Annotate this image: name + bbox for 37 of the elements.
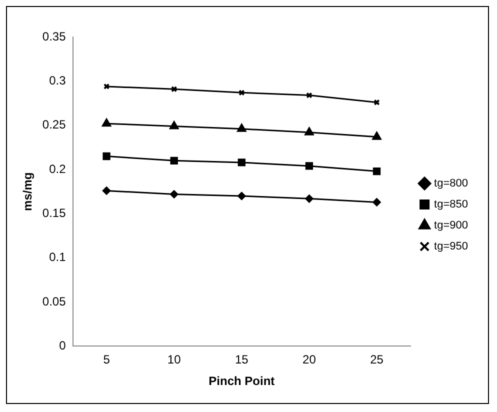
x-tick-label: 25 (370, 352, 384, 367)
point (170, 190, 178, 198)
legend-label: tg=850 (434, 198, 468, 211)
point (102, 152, 110, 160)
legend-label: tg=900 (434, 220, 468, 232)
y-tick-label: 0.35 (42, 29, 66, 44)
point (237, 124, 246, 132)
point (372, 167, 381, 176)
x-tick-label: 20 (302, 352, 316, 367)
y-tick-label: 0.1 (49, 250, 66, 264)
point (238, 90, 245, 96)
y-tick-label: 0.05 (42, 294, 66, 308)
y-tick-label: 0 (59, 338, 66, 353)
point (372, 198, 381, 206)
x-tick-label: 5 (103, 352, 110, 367)
x-axis-title: Pinch Point (208, 374, 275, 388)
point (305, 162, 314, 170)
point (372, 132, 382, 140)
point (102, 118, 111, 127)
y-tick-label: 0.15 (42, 206, 66, 220)
point (102, 186, 111, 195)
point (238, 192, 246, 200)
legend-label: tg=800 (434, 178, 468, 190)
point (305, 194, 314, 203)
y-tick-label: 0.3 (49, 73, 66, 88)
y-axis-title: ms/mg (20, 172, 35, 211)
y-tick-label: 0.2 (49, 162, 66, 176)
point (306, 92, 312, 98)
x-tick-label: 10 (167, 352, 182, 367)
point (238, 158, 246, 166)
point (170, 156, 178, 165)
point (170, 86, 178, 92)
y-tick-label: 0.25 (42, 118, 66, 132)
legend-label: tg=950 (434, 240, 468, 253)
point (170, 121, 179, 130)
x-tick-label: 15 (234, 352, 249, 367)
point (304, 127, 314, 136)
